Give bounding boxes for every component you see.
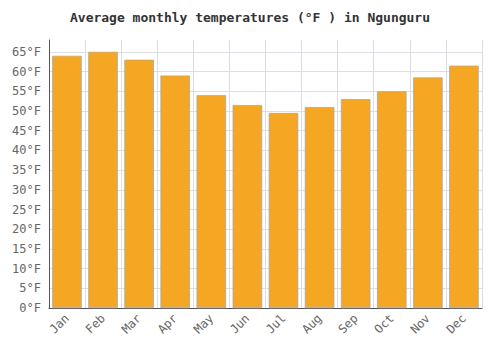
svg-text:May: May: [191, 311, 216, 336]
svg-text:25°F: 25°F: [12, 203, 41, 217]
svg-text:Jan: Jan: [47, 311, 72, 336]
svg-text:35°F: 35°F: [12, 163, 41, 177]
svg-text:45°F: 45°F: [12, 124, 41, 138]
svg-text:Sep: Sep: [335, 311, 360, 336]
svg-text:Nov: Nov: [408, 311, 433, 336]
svg-text:Mar: Mar: [119, 311, 144, 336]
svg-text:15°F: 15°F: [12, 242, 41, 256]
svg-text:0°F: 0°F: [19, 301, 41, 315]
svg-text:5°F: 5°F: [19, 281, 41, 295]
svg-text:Dec: Dec: [444, 311, 469, 336]
svg-text:Aug: Aug: [299, 311, 324, 336]
svg-text:Feb: Feb: [83, 311, 108, 336]
svg-text:Apr: Apr: [155, 311, 180, 336]
svg-text:20°F: 20°F: [12, 222, 41, 236]
svg-text:Jun: Jun: [227, 311, 252, 336]
svg-text:60°F: 60°F: [12, 65, 41, 79]
svg-text:65°F: 65°F: [12, 45, 41, 59]
svg-text:Average monthly temperatures (: Average monthly temperatures (°F ) in Ng…: [70, 10, 430, 25]
svg-text:40°F: 40°F: [12, 143, 41, 157]
svg-text:55°F: 55°F: [12, 84, 41, 98]
svg-text:10°F: 10°F: [12, 262, 41, 276]
svg-text:Oct: Oct: [372, 311, 397, 336]
svg-text:Jul: Jul: [263, 311, 288, 336]
svg-text:30°F: 30°F: [12, 183, 41, 197]
svg-text:50°F: 50°F: [12, 104, 41, 118]
